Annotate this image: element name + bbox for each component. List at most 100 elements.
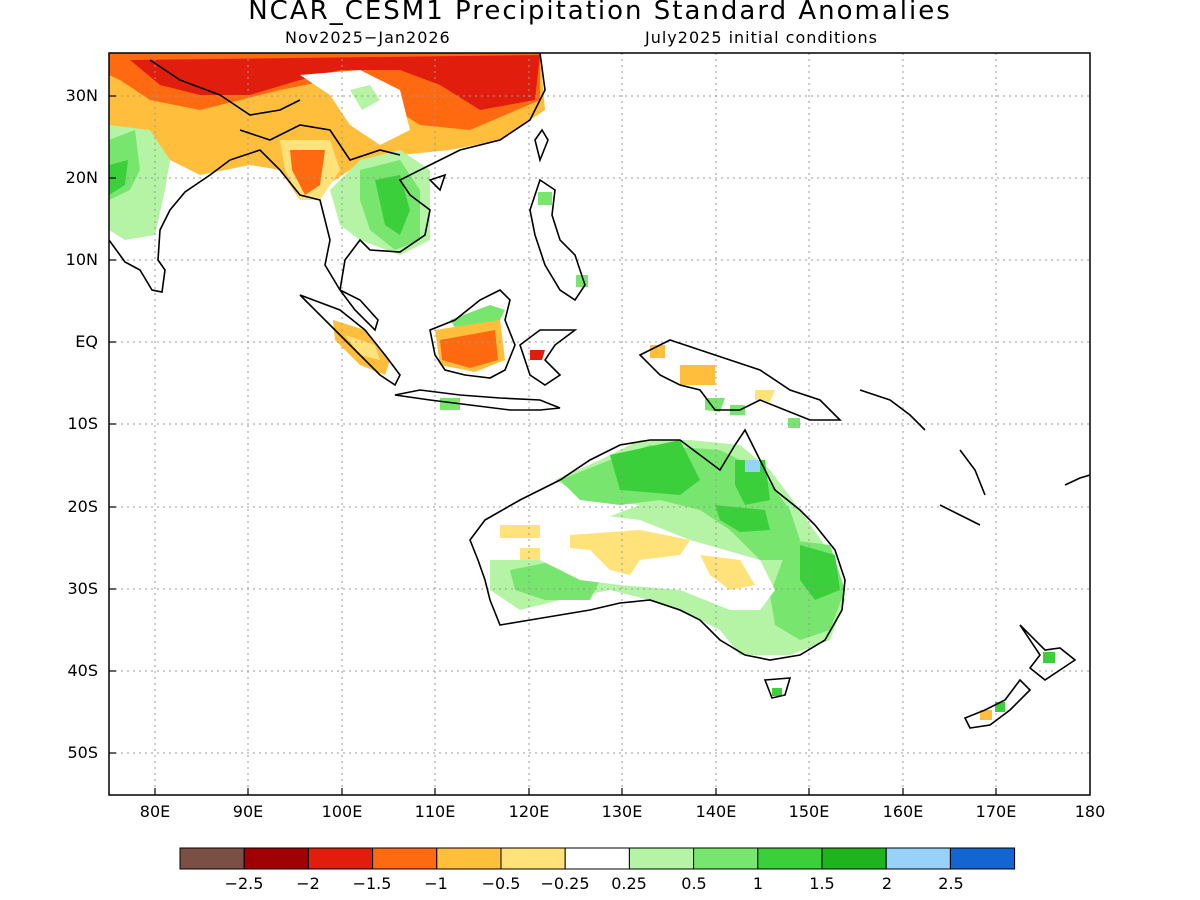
- anomaly-region: [300, 70, 410, 145]
- graticule: [109, 53, 1090, 795]
- colorbar-label: 0.5: [681, 874, 707, 893]
- coastline-india: [109, 159, 231, 293]
- colorbar-swatch: [436, 847, 502, 870]
- colorbar-label: 0.25: [611, 874, 647, 893]
- lon-label: 80E: [139, 802, 171, 821]
- map-title: NCAR_CESM1 Precipitation Standard Anomal…: [248, 0, 952, 26]
- colorbar-swatch: [885, 847, 951, 870]
- coastline-himalaya: [149, 59, 301, 116]
- anomaly-region: [735, 460, 770, 505]
- colorbar-swatch: [564, 847, 630, 870]
- coastline-new-guinea: [638, 339, 842, 421]
- coastline-fiji: [1064, 474, 1090, 486]
- colorbar-swatch: [821, 847, 887, 870]
- lat-label: 40S: [67, 661, 98, 680]
- anomaly-region: [800, 545, 840, 600]
- lat-label: 20S: [67, 497, 98, 516]
- anomaly-region: [755, 390, 775, 402]
- coastline-vanuatu: [959, 449, 986, 496]
- colorbar-swatch: [500, 847, 566, 870]
- anomaly-region: [772, 688, 782, 696]
- coastline-bay-of-bengal: [229, 149, 341, 291]
- lon-label: 110E: [414, 802, 456, 821]
- colorbar-swatch: [307, 847, 374, 870]
- anomaly-region: [680, 365, 715, 385]
- coastline-australia: [469, 428, 846, 661]
- axis-ticks: [109, 95, 997, 795]
- anomaly-region: [538, 192, 552, 205]
- coastline-hainan: [428, 173, 447, 192]
- colorbar-swatch: [949, 847, 1016, 870]
- coastline-borneo: [429, 289, 516, 379]
- lon-label: 90E: [232, 802, 264, 821]
- anomaly-region: [500, 525, 540, 538]
- anomaly-region: [610, 440, 700, 495]
- lon-label: 120E: [508, 802, 550, 821]
- colorbar-label: −1.5: [352, 874, 392, 893]
- anomaly-region: [440, 398, 460, 410]
- coastline-new-zealand-north: [1019, 624, 1077, 681]
- initial-conditions: July2025 initial conditions: [645, 28, 878, 47]
- anomaly-region: [700, 555, 755, 590]
- lon-label: 130E: [601, 802, 643, 821]
- anomaly-region: [1043, 652, 1055, 663]
- anomaly-field: [109, 53, 1055, 720]
- coastline-solomons: [859, 389, 926, 431]
- coastline-sulawesi: [519, 329, 578, 386]
- anomaly-region: [745, 460, 760, 472]
- anomaly-region: [980, 710, 992, 720]
- colorbar-swatch: [179, 847, 245, 870]
- lon-label: 100E: [321, 802, 363, 821]
- anomaly-region: [788, 418, 800, 428]
- colorbar-label: −0.25: [540, 874, 590, 893]
- colorbar-label: 1.5: [809, 874, 835, 893]
- colorbar-swatch: [693, 847, 759, 870]
- lon-label: 160E: [882, 802, 924, 821]
- colorbar-label: −0.5: [481, 874, 521, 893]
- forecast-period: Nov2025−Jan2026: [285, 28, 451, 47]
- coastline-tasmania: [763, 677, 792, 699]
- anomaly-region: [715, 505, 770, 532]
- coastline-sumatra: [299, 294, 401, 387]
- lat-label: 30S: [67, 579, 98, 598]
- lat-label: 10N: [65, 250, 98, 269]
- anomaly-region: [705, 398, 725, 412]
- anomaly-region: [440, 330, 498, 368]
- colorbar-label: −2.5: [224, 874, 264, 893]
- lat-label: 20N: [65, 168, 98, 187]
- coastline-indochina: [339, 53, 546, 291]
- coastline-new-zealand-south: [963, 678, 1032, 729]
- anomaly-region: [530, 350, 545, 360]
- colorbar-label: 2.5: [938, 874, 964, 893]
- coastline-china-interior: [239, 124, 401, 161]
- lat-label: EQ: [75, 332, 98, 351]
- colorbar-label: 1: [752, 874, 764, 893]
- colorbar-label: −2: [296, 874, 320, 893]
- colorbar-label: 2: [881, 874, 893, 893]
- coastline-new-caledonia: [939, 504, 981, 526]
- anomaly-region: [109, 160, 128, 195]
- lon-label: 140E: [695, 802, 737, 821]
- colorbar-swatch: [243, 847, 309, 870]
- anomaly-region: [350, 85, 380, 110]
- lon-label: 170E: [975, 802, 1017, 821]
- colorbar-label: −1: [424, 874, 448, 893]
- coastline-taiwan: [534, 128, 549, 163]
- colorbar: [179, 847, 1016, 870]
- anomaly-region: [345, 335, 380, 360]
- colorbar-swatch: [372, 847, 438, 870]
- lon-label: 180: [1074, 802, 1106, 821]
- anomaly-region: [375, 175, 410, 235]
- anomaly-region: [570, 530, 690, 575]
- coastline-philippines: [529, 178, 586, 302]
- lat-label: 10S: [67, 414, 98, 433]
- anomaly-region: [290, 150, 325, 195]
- anomaly-region: [520, 548, 540, 560]
- lat-label: 50S: [67, 743, 98, 762]
- colorbar-swatch: [628, 847, 695, 870]
- coastlines: [109, 53, 1090, 729]
- lat-label: 30N: [65, 86, 98, 105]
- colorbar-swatch: [757, 847, 823, 870]
- coastline-java: [394, 389, 561, 411]
